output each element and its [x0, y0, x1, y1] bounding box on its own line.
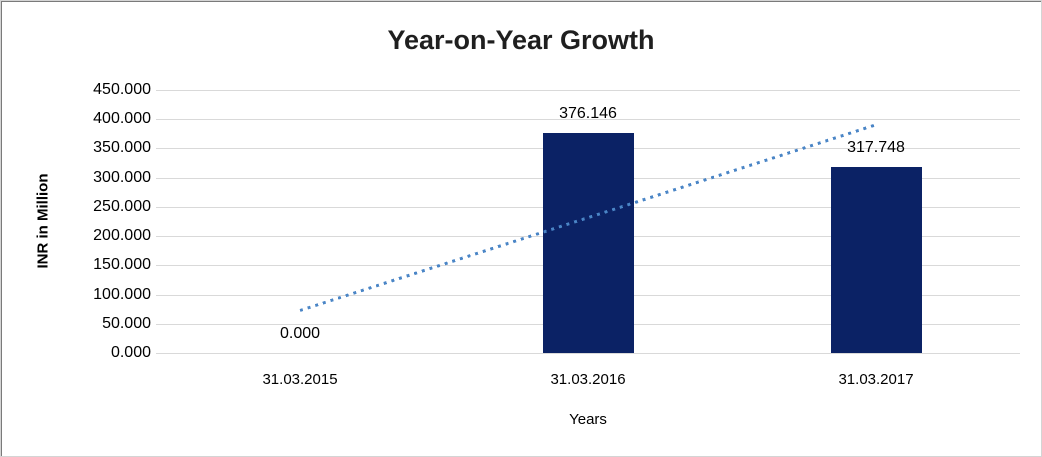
chart-title: Year-on-Year Growth — [387, 25, 655, 55]
y-axis-tick-label: 350.000 — [93, 139, 151, 157]
y-axis-tick-label: 250.000 — [93, 197, 151, 215]
y-axis-tick-label: 150.000 — [93, 256, 151, 274]
y-axis-title: INR in Million — [34, 173, 52, 269]
x-axis-tick-label: 31.03.2015 — [262, 371, 338, 388]
y-axis-tick-label: 400.000 — [93, 110, 151, 128]
bar-data-label: 317.748 — [847, 139, 905, 157]
gridline — [156, 119, 1020, 121]
y-axis-tick-label: 50.000 — [102, 314, 151, 332]
bar — [542, 133, 634, 353]
bar — [830, 167, 922, 353]
y-axis-tick-label: 200.000 — [93, 227, 151, 245]
plot-area — [156, 90, 1020, 354]
x-axis-tick-label: 31.03.2017 — [838, 371, 914, 388]
gridline — [156, 353, 1020, 354]
y-axis-tick-label: 0.000 — [110, 344, 151, 361]
bar-data-label: 0.000 — [279, 325, 321, 342]
bar-data-label: 376.146 — [559, 105, 617, 123]
x-axis-title: Years — [569, 411, 607, 428]
y-axis-tick-label: 450.000 — [93, 81, 151, 98]
y-axis-tick-label: 300.000 — [93, 168, 151, 186]
y-axis-tick-label: 100.000 — [93, 285, 151, 303]
x-axis-tick-label: 31.03.2016 — [550, 371, 626, 388]
gridline — [156, 90, 1020, 91]
